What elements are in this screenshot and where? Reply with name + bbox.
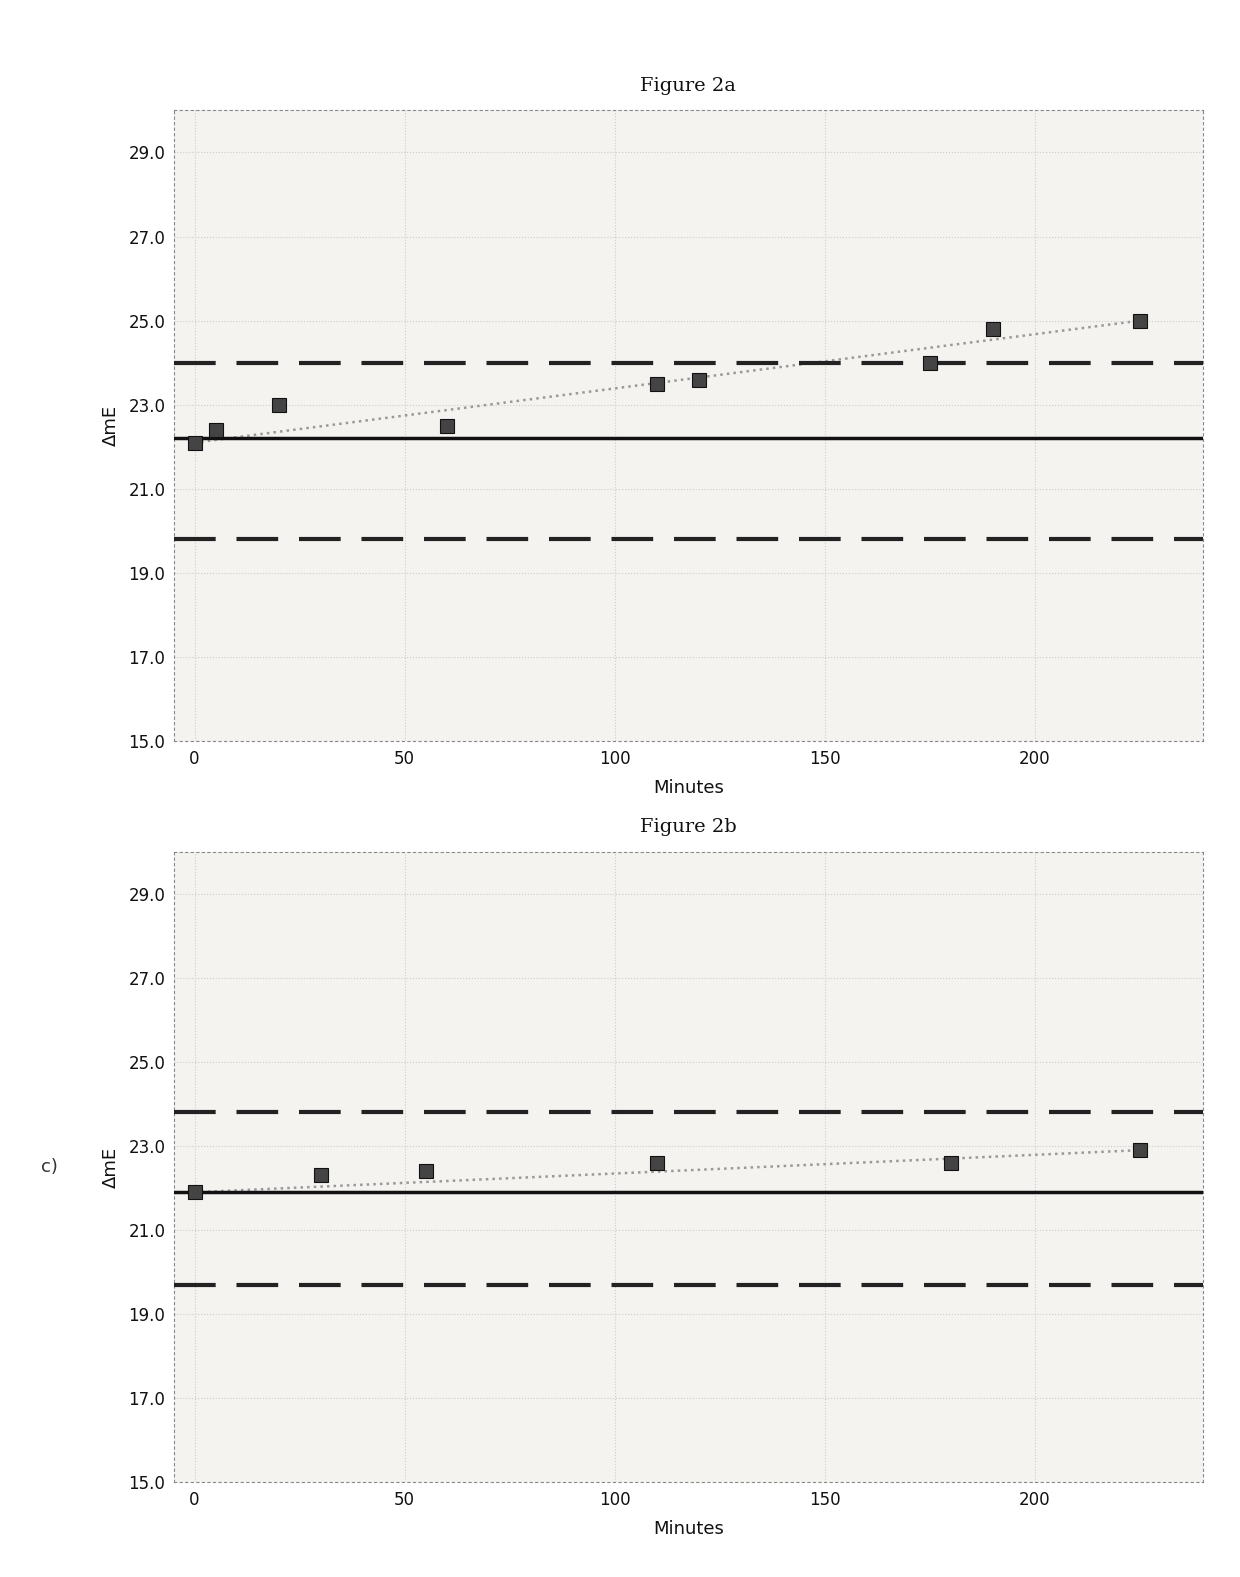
Y-axis label: ΔmE: ΔmE	[102, 1146, 120, 1187]
Title: Figure 2a: Figure 2a	[640, 77, 737, 95]
X-axis label: Minutes: Minutes	[652, 779, 724, 796]
Y-axis label: ΔmE: ΔmE	[102, 405, 120, 446]
Text: c): c)	[41, 1158, 58, 1176]
Title: Figure 2b: Figure 2b	[640, 818, 737, 836]
X-axis label: Minutes: Minutes	[652, 1520, 724, 1538]
